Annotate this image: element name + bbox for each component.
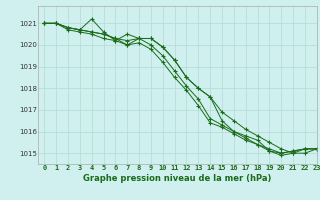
X-axis label: Graphe pression niveau de la mer (hPa): Graphe pression niveau de la mer (hPa) <box>84 174 272 183</box>
